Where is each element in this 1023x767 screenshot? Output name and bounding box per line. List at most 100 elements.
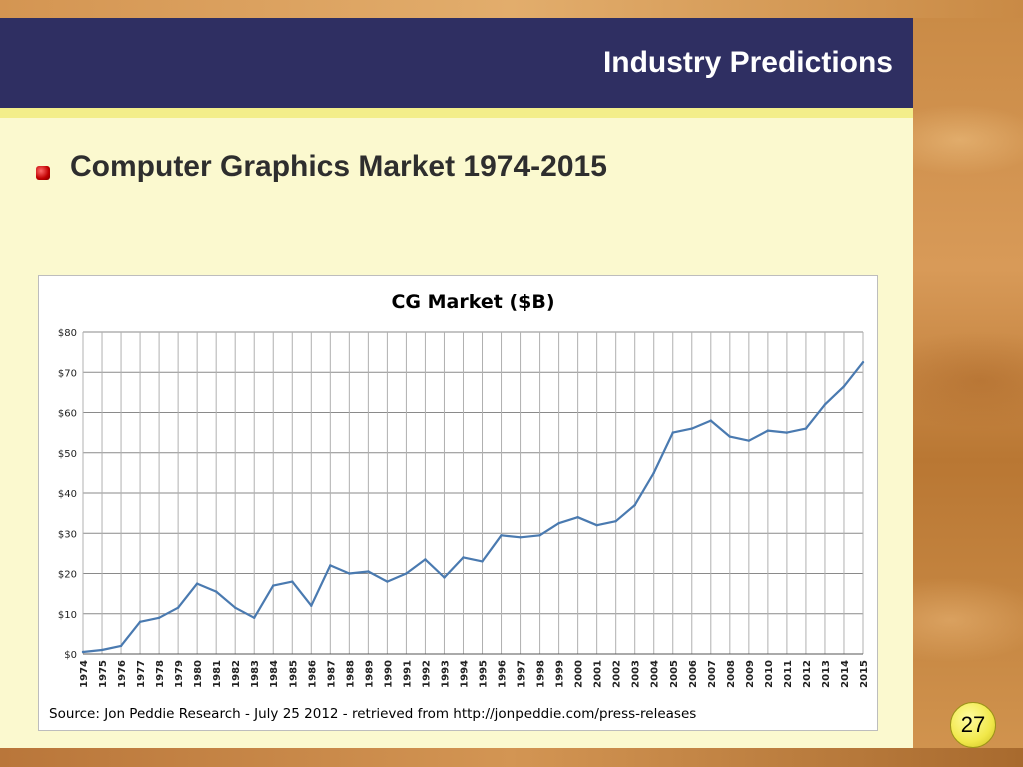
x-tick-label: 1978 <box>155 660 166 688</box>
data-point <box>614 519 617 523</box>
data-point <box>195 582 199 585</box>
data-point <box>424 558 427 561</box>
bullet-heading: Computer Graphics Market 1974-2015 <box>70 150 607 183</box>
data-point <box>157 616 161 619</box>
data-point <box>386 580 389 583</box>
x-tick-label: 2005 <box>669 660 680 688</box>
page-number: 27 <box>950 702 996 748</box>
x-tick-label: 1977 <box>136 660 147 688</box>
x-tick-label: 1987 <box>326 660 337 688</box>
data-point <box>119 644 123 648</box>
series-line <box>82 361 864 654</box>
x-tick-label: 2007 <box>707 660 718 688</box>
data-point <box>310 604 313 607</box>
data-point <box>861 360 865 364</box>
title-accent-bar <box>0 108 913 118</box>
x-tick-label: 2009 <box>745 660 756 688</box>
data-point <box>538 534 541 537</box>
y-tick-label: $0 <box>64 650 77 661</box>
x-tick-label: 1980 <box>193 660 204 688</box>
data-point <box>500 534 503 537</box>
x-tick-label: 1997 <box>517 660 528 688</box>
y-tick-label: $60 <box>58 409 77 420</box>
data-point <box>557 521 560 525</box>
x-tick-label: 2012 <box>802 660 813 688</box>
data-point <box>576 515 579 519</box>
x-tick-label: 2004 <box>650 660 661 688</box>
y-tick-label: $80 <box>58 328 77 339</box>
x-tick-label: 1981 <box>212 660 223 688</box>
x-tick-label: 2015 <box>859 660 870 688</box>
background-strip-bottom <box>0 748 1023 767</box>
chart-image: CG Market ($B) $0 $10 $20 $30 $40 $50 $60 $70 $80… <box>38 275 878 731</box>
x-tick-label: 2002 <box>612 660 623 688</box>
data-point <box>291 580 294 583</box>
x-tick-label: 1992 <box>421 660 432 688</box>
data-point <box>367 570 370 573</box>
x-tick-label: 1996 <box>498 660 509 688</box>
x-tick-label: 1985 <box>288 660 299 688</box>
y-tick-label: $40 <box>58 489 77 500</box>
x-tick-label: 1974 <box>79 660 90 688</box>
slide-title: Industry Predictions <box>602 46 893 79</box>
data-point <box>804 427 808 430</box>
x-tick-label: 1984 <box>269 660 280 688</box>
data-point <box>253 616 256 619</box>
x-tick-label: 1999 <box>555 660 566 688</box>
data-point <box>443 576 446 579</box>
data-point <box>348 572 351 575</box>
x-tick-label: 1979 <box>174 660 185 688</box>
background-strip-top <box>0 0 1023 18</box>
data-point <box>690 427 693 430</box>
title-bar: Industry Predictions <box>0 18 913 108</box>
x-tick-label: 1989 <box>364 660 375 688</box>
data-point <box>766 429 770 432</box>
data-point <box>176 606 180 609</box>
data-point <box>272 584 275 587</box>
y-tick-label: $70 <box>58 368 77 379</box>
data-point <box>652 471 655 475</box>
data-point <box>519 536 522 539</box>
line-chart: CG Market ($B) $0 $10 $20 $30 $40 $50 $60 $70 $80… <box>58 291 870 688</box>
data-point <box>462 556 465 559</box>
data-point <box>100 648 104 652</box>
x-tick-label: 1998 <box>536 660 547 688</box>
data-point <box>214 590 218 593</box>
y-tick-label: $50 <box>58 449 77 460</box>
data-point <box>728 435 732 438</box>
data-point <box>595 524 598 527</box>
x-tick-label: 1990 <box>383 660 394 688</box>
data-point <box>747 439 751 442</box>
data-point <box>785 431 789 434</box>
x-tick-label: 1976 <box>117 660 128 688</box>
x-tick-label: 2014 <box>840 660 851 688</box>
x-tick-label: 2008 <box>726 660 737 688</box>
x-tick-label: 1995 <box>479 660 490 688</box>
y-tick-label: $10 <box>58 610 77 621</box>
x-tick-label: 2001 <box>593 660 604 688</box>
data-point <box>633 503 636 507</box>
x-tick-label: 2006 <box>688 660 699 688</box>
chart-title: CG Market ($B) <box>391 291 554 313</box>
chart-source: Source: Jon Peddie Research - July 25 20… <box>49 706 697 722</box>
x-tick-label: 1983 <box>250 660 261 688</box>
data-point <box>709 419 713 422</box>
y-tick-label: $20 <box>58 570 77 581</box>
x-tick-label: 1988 <box>345 660 356 688</box>
x-tick-label: 1994 <box>459 660 470 688</box>
data-point <box>671 431 674 434</box>
data-point <box>329 564 332 567</box>
x-tick-label: 2013 <box>821 660 832 688</box>
x-tick-label: 1986 <box>307 660 318 688</box>
data-point <box>842 385 846 388</box>
data-point <box>481 560 484 563</box>
y-tick-label: $30 <box>58 529 77 540</box>
x-tick-label: 1975 <box>98 660 109 688</box>
data-point <box>138 620 142 623</box>
data-point <box>405 572 408 575</box>
x-tick-label: 1991 <box>402 660 413 688</box>
x-tick-label: 1982 <box>231 660 242 688</box>
x-tick-label: 2011 <box>783 660 794 688</box>
x-tick-label: 2010 <box>764 660 775 688</box>
x-tick-label: 1993 <box>440 660 451 688</box>
